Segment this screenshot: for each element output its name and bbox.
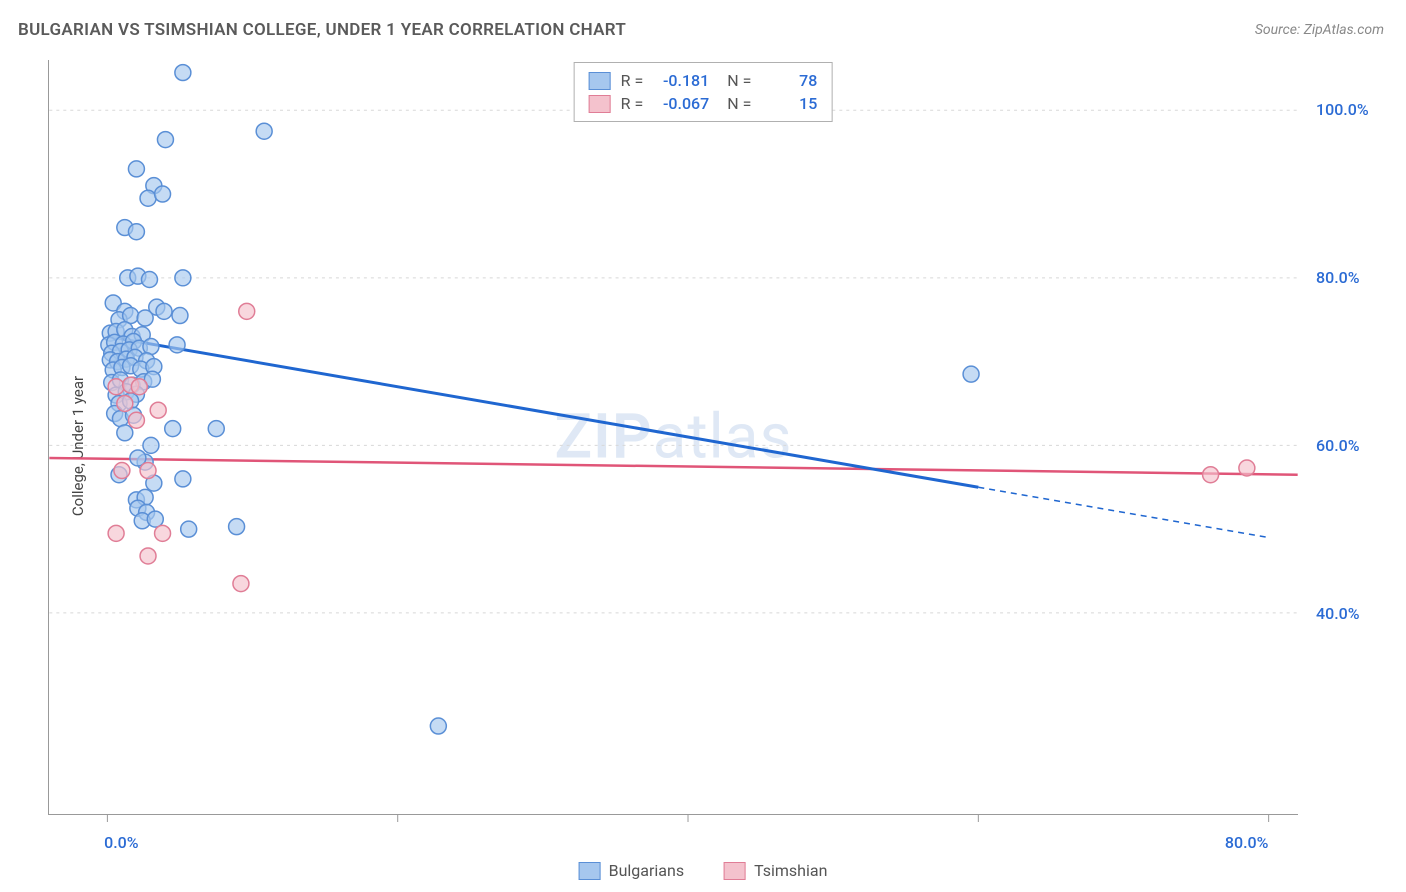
plot-svg bbox=[49, 60, 1298, 814]
correlation-legend: R = -0.181 N = 78 R = -0.067 N = 15 bbox=[574, 62, 833, 122]
y-tick-label: 100.0% bbox=[1316, 100, 1369, 119]
swatch-tsimshian bbox=[589, 95, 611, 113]
chart-container: BULGARIAN VS TSIMSHIAN COLLEGE, UNDER 1 … bbox=[0, 0, 1406, 892]
legend-row-bulgarians: R = -0.181 N = 78 bbox=[589, 69, 818, 92]
y-tick-label: 80.0% bbox=[1316, 268, 1360, 287]
r-label: R = bbox=[621, 94, 644, 113]
series-legend: Bulgarians Tsimshian bbox=[579, 861, 828, 880]
y-tick-label: 60.0% bbox=[1316, 436, 1360, 455]
legend-item-tsimshian: Tsimshian bbox=[724, 861, 827, 880]
legend-item-bulgarians: Bulgarians bbox=[579, 861, 684, 880]
chart-title: BULGARIAN VS TSIMSHIAN COLLEGE, UNDER 1 … bbox=[18, 20, 626, 40]
n-label: N = bbox=[719, 94, 751, 113]
r-value-bulgarians: -0.181 bbox=[653, 71, 709, 90]
n-label: N = bbox=[719, 71, 751, 90]
legend-label-bulgarians: Bulgarians bbox=[609, 861, 684, 880]
legend-label-tsimshian: Tsimshian bbox=[754, 861, 827, 880]
legend-row-tsimshian: R = -0.067 N = 15 bbox=[589, 92, 818, 115]
x-tick-label: 0.0% bbox=[104, 833, 138, 852]
n-value-tsimshian: 15 bbox=[761, 94, 817, 113]
n-value-bulgarians: 78 bbox=[761, 71, 817, 90]
swatch-tsimshian-icon bbox=[724, 862, 746, 880]
chart-source: Source: ZipAtlas.com bbox=[1255, 22, 1384, 38]
y-tick-label: 40.0% bbox=[1316, 604, 1360, 623]
r-label: R = bbox=[621, 71, 644, 90]
swatch-bulgarians bbox=[589, 72, 611, 90]
swatch-bulgarians-icon bbox=[579, 862, 601, 880]
plot-area: ZIPatlas bbox=[48, 60, 1298, 815]
r-value-tsimshian: -0.067 bbox=[653, 94, 709, 113]
x-tick-label: 80.0% bbox=[1225, 833, 1269, 852]
